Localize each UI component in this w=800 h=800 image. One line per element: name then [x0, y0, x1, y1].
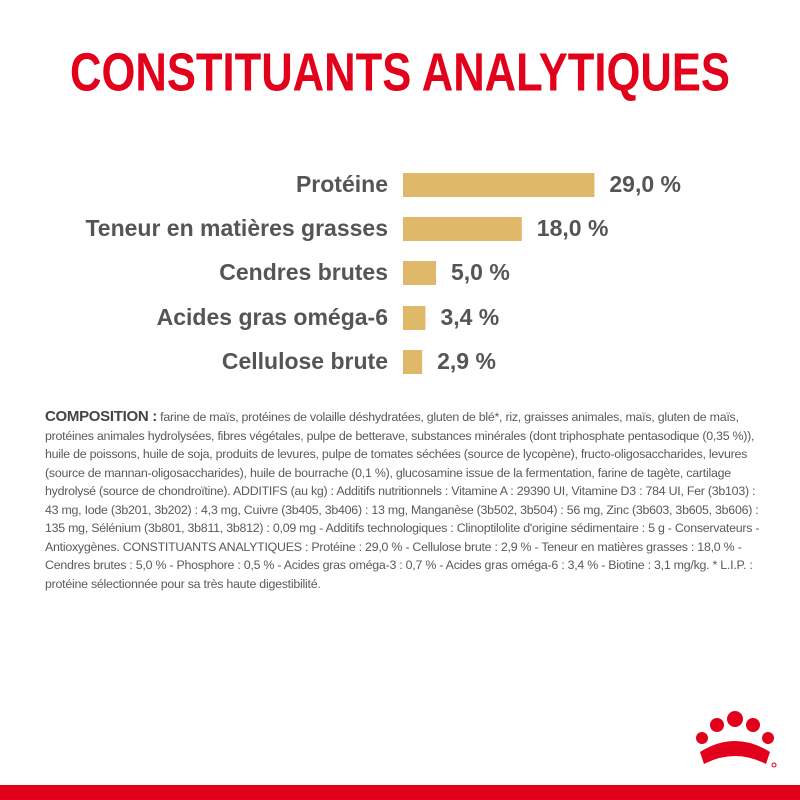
category-label: Acides gras oméga-6 — [157, 304, 388, 330]
value-label: 29,0 % — [609, 171, 681, 197]
composition: COMPOSITION : farine de maïs, protéines … — [45, 408, 770, 593]
chart-title: CONSTITUANTS ANALYTIQUES — [70, 42, 730, 102]
bar — [403, 217, 522, 241]
bar — [403, 173, 595, 197]
logo — [696, 711, 777, 768]
bar — [403, 306, 426, 330]
value-label: 2,9 % — [437, 348, 496, 374]
category-label: Teneur en matières grasses — [85, 215, 388, 241]
category-label: Protéine — [296, 171, 388, 197]
footer-band — [0, 785, 800, 800]
composition-text: farine de maïs, protéines de volaille dé… — [45, 410, 760, 591]
value-label: 5,0 % — [451, 259, 510, 285]
value-label: 3,4 % — [440, 304, 499, 330]
composition-label: COMPOSITION : — [45, 408, 157, 425]
bar — [403, 261, 436, 285]
value-label: 18,0 % — [537, 215, 609, 241]
category-label: Cendres brutes — [219, 259, 388, 285]
category-label: Cellulose brute — [222, 348, 388, 374]
bar — [403, 350, 423, 374]
